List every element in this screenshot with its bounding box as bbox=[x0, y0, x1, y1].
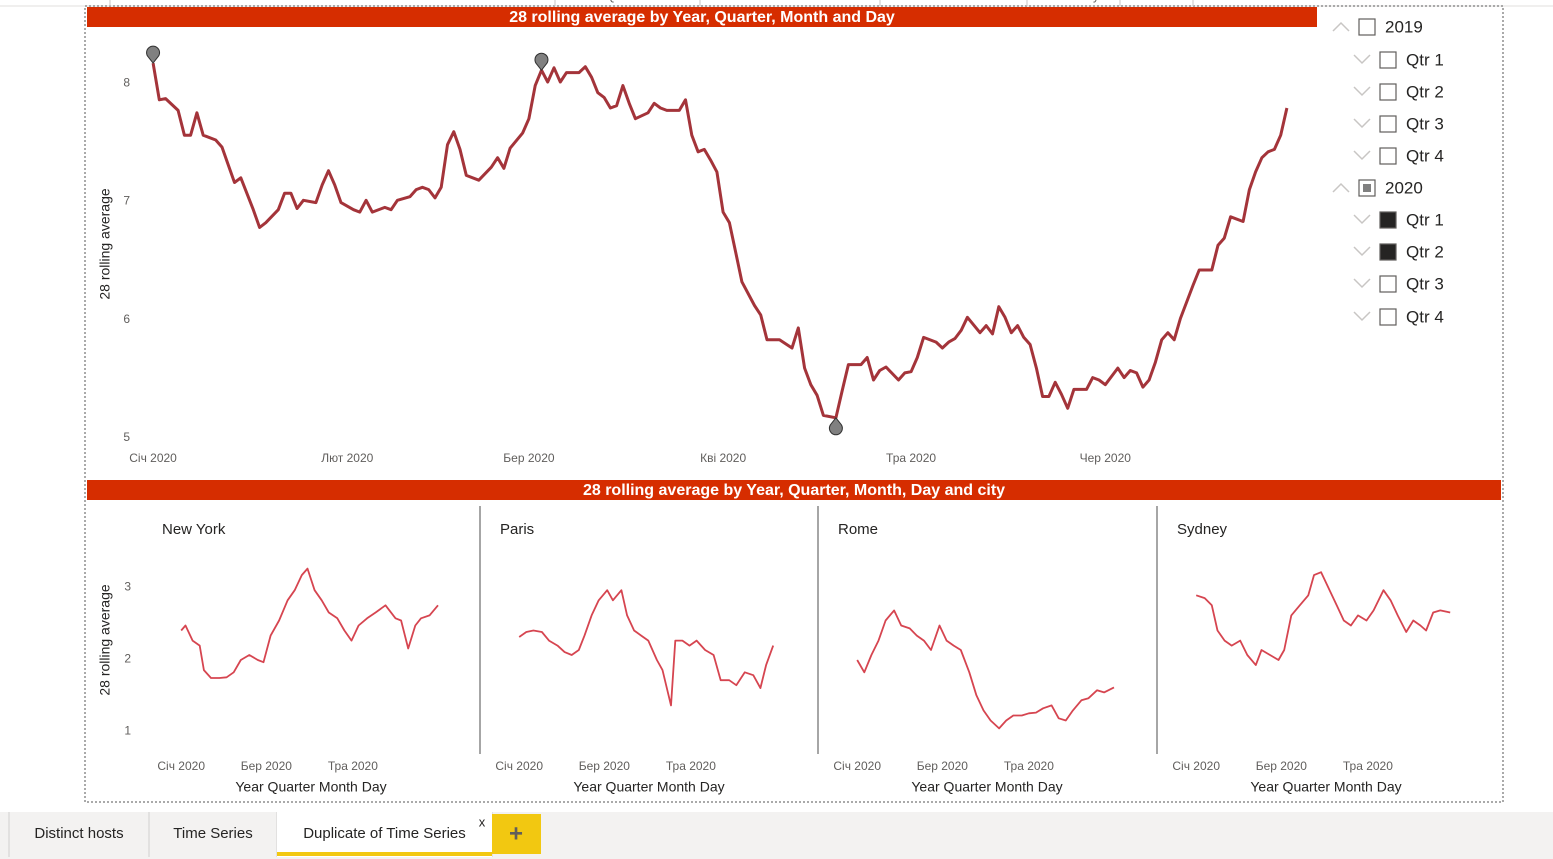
y-tick-label: 5 bbox=[123, 430, 130, 444]
slicer-item[interactable]: Qtr 3 bbox=[1406, 274, 1444, 293]
line bbox=[856, 609, 1115, 730]
x-tick-label: Кві 2020 bbox=[700, 451, 746, 465]
checkbox[interactable] bbox=[1379, 275, 1397, 293]
x-tick-label: Бер 2020 bbox=[579, 759, 631, 773]
slicer-item[interactable]: Qtr 3 bbox=[1406, 114, 1444, 133]
slicer-item[interactable]: Qtr 2 bbox=[1406, 242, 1444, 261]
y-axis-title: 28 rolling average bbox=[97, 188, 113, 300]
page-tab[interactable]: Distinct hosts bbox=[34, 825, 123, 842]
x-tick-label: Бер 2020 bbox=[917, 759, 969, 773]
page-tab[interactable]: Time Series bbox=[173, 825, 252, 842]
slicer-item[interactable]: Qtr 4 bbox=[1406, 307, 1444, 326]
visual-border bbox=[84, 5, 1504, 803]
expand-chevron[interactable] bbox=[1353, 214, 1371, 225]
chart-title: 28 rolling average by Year, Quarter, Mon… bbox=[583, 482, 1005, 499]
line bbox=[151, 62, 1289, 420]
ribbon-tab[interactable]: Share bbox=[1140, 0, 1172, 3]
ribbon-tab[interactable]: Sensitivity bbox=[1045, 0, 1099, 3]
tab-close[interactable]: x bbox=[479, 814, 486, 829]
active-tab-underline bbox=[277, 852, 492, 856]
slicer-item[interactable]: Qtr 4 bbox=[1406, 146, 1444, 165]
expand-chevron[interactable] bbox=[1353, 118, 1371, 129]
ribbon-tab[interactable]: Queries bbox=[606, 0, 648, 3]
checkbox[interactable] bbox=[1379, 243, 1397, 261]
checkbox[interactable] bbox=[1358, 18, 1376, 36]
active-tab bbox=[277, 812, 492, 857]
page-tab[interactable]: Duplicate of Time Series bbox=[303, 825, 466, 842]
x-tick-label: Тра 2020 bbox=[666, 759, 716, 773]
expand-chevron[interactable] bbox=[1353, 150, 1371, 161]
slicer-item[interactable]: 2019 bbox=[1385, 17, 1423, 36]
y-axis-title: 28 rolling average bbox=[97, 584, 113, 696]
x-tick-label: Тра 2020 bbox=[1343, 759, 1393, 773]
x-tick-label: Січ 2020 bbox=[1172, 759, 1220, 773]
panel-title: Sydney bbox=[1177, 521, 1228, 538]
ribbon bbox=[0, 0, 1553, 7]
ribbon-tab[interactable]: Calculations bbox=[922, 0, 987, 3]
slicer-item[interactable]: Qtr 1 bbox=[1406, 50, 1444, 69]
checkbox[interactable] bbox=[1379, 211, 1397, 229]
line bbox=[1195, 571, 1451, 666]
checkbox[interactable] bbox=[1379, 147, 1397, 165]
checkbox[interactable] bbox=[1379, 51, 1397, 69]
x-tick-label: Січ 2020 bbox=[129, 451, 177, 465]
chart-title: 28 rolling average by Year, Quarter, Mon… bbox=[509, 9, 895, 26]
y-tick-label: 6 bbox=[123, 312, 130, 326]
panel-title: New York bbox=[162, 521, 226, 538]
x-axis-title: Year Quarter Month Day bbox=[573, 779, 724, 795]
x-tick-label: Січ 2020 bbox=[495, 759, 543, 773]
x-axis-title: Year Quarter Month Day bbox=[1250, 779, 1401, 795]
line bbox=[518, 589, 775, 707]
slicer-item[interactable]: Qtr 1 bbox=[1406, 210, 1444, 229]
x-tick-label: Тра 2020 bbox=[886, 451, 936, 465]
line bbox=[180, 567, 439, 679]
expand-chevron[interactable] bbox=[1332, 21, 1350, 32]
expand-chevron[interactable] bbox=[1353, 54, 1371, 65]
tab-bar bbox=[0, 812, 1553, 859]
expand-chevron[interactable] bbox=[1353, 311, 1371, 322]
title-bar bbox=[87, 480, 1501, 500]
checkbox[interactable] bbox=[1379, 308, 1397, 326]
expand-chevron[interactable] bbox=[1353, 86, 1371, 97]
x-tick-label: Бер 2020 bbox=[241, 759, 293, 773]
x-tick-label: Січ 2020 bbox=[833, 759, 881, 773]
ribbon-tab[interactable]: Insert bbox=[775, 0, 806, 3]
checkbox[interactable] bbox=[1379, 115, 1397, 133]
x-axis-title: Year Quarter Month Day bbox=[911, 779, 1062, 795]
panel-title: Paris bbox=[500, 521, 534, 538]
checkbox[interactable] bbox=[1379, 83, 1397, 101]
anomaly-marker[interactable] bbox=[534, 52, 549, 72]
add-page-icon[interactable]: + bbox=[509, 820, 523, 847]
y-tick-label: 8 bbox=[123, 75, 130, 89]
anomaly-marker[interactable] bbox=[146, 45, 161, 64]
ribbon-tab[interactable]: Data bbox=[317, 0, 343, 3]
x-tick-label: Бер 2020 bbox=[1256, 759, 1308, 773]
x-tick-label: Тра 2020 bbox=[1004, 759, 1054, 773]
x-axis-title: Year Quarter Month Day bbox=[235, 779, 386, 795]
y-tick-label: 7 bbox=[123, 194, 130, 208]
x-tick-label: Чер 2020 bbox=[1080, 451, 1132, 465]
slicer-item[interactable]: Qtr 2 bbox=[1406, 82, 1444, 101]
checkbox-partial bbox=[1363, 184, 1371, 192]
expand-chevron[interactable] bbox=[1332, 182, 1350, 193]
x-tick-label: Лют 2020 bbox=[321, 451, 373, 465]
x-tick-label: Січ 2020 bbox=[157, 759, 205, 773]
slicer-item[interactable]: 2020 bbox=[1385, 178, 1423, 197]
expand-chevron[interactable] bbox=[1353, 278, 1371, 289]
anomaly-marker[interactable] bbox=[828, 416, 843, 436]
y-tick-label: 2 bbox=[124, 651, 131, 665]
title-bar bbox=[87, 7, 1317, 27]
add-page-button[interactable] bbox=[492, 814, 541, 854]
y-tick-label: 1 bbox=[124, 723, 131, 737]
x-tick-label: Бер 2020 bbox=[503, 451, 555, 465]
ribbon-tab[interactable]: board bbox=[0, 0, 31, 3]
expand-chevron[interactable] bbox=[1353, 246, 1371, 257]
y-tick-label: 3 bbox=[124, 580, 131, 594]
panel-title: Rome bbox=[838, 521, 878, 538]
x-tick-label: Тра 2020 bbox=[328, 759, 378, 773]
